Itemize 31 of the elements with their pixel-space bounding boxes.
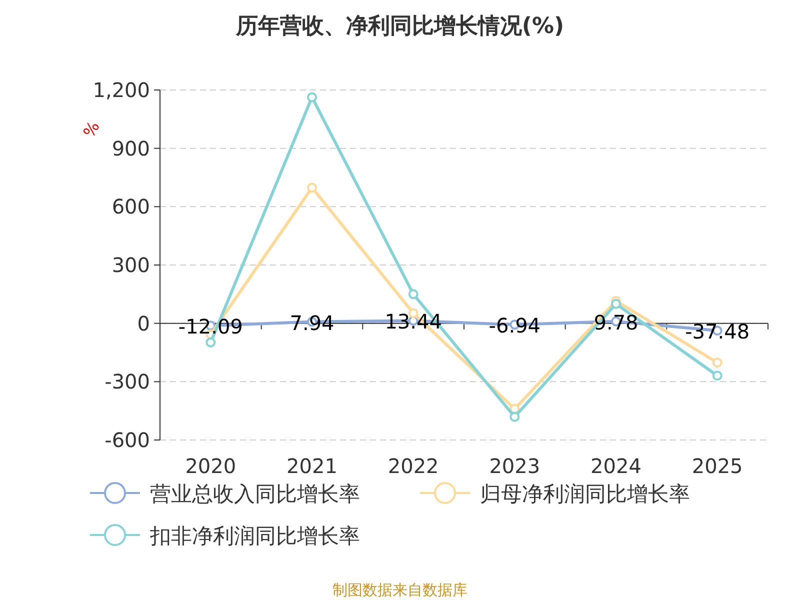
x-tick-label: 2020 (185, 454, 236, 478)
data-label: 9.78 (594, 310, 638, 334)
data-label: -6.94 (488, 314, 541, 338)
text: 制图数据来自数据库 (332, 581, 468, 599)
y-tick-label: -600 (104, 428, 150, 452)
y-axis-title: % (79, 118, 104, 141)
y-tick-label: 900 (112, 136, 150, 160)
legend-label: 营业总收入同比增长率 (150, 482, 360, 506)
data-label: -37.48 (685, 320, 750, 344)
x-tick-label: 2021 (286, 454, 338, 478)
point (611, 298, 621, 309)
point (510, 412, 520, 422)
x-tick-label: 2025 (692, 454, 743, 478)
legend-label: 扣非净利润同比增长率 (149, 524, 360, 548)
y-tick-label: 1,200 (92, 78, 150, 102)
point (206, 337, 216, 348)
data-label: 7.94 (290, 310, 334, 335)
y-tick-label: -300 (104, 370, 150, 394)
y-tick-label: 600 (112, 194, 150, 219)
point (408, 289, 418, 300)
x-tick-label: 2022 (388, 454, 439, 478)
point (307, 92, 317, 102)
point (712, 358, 722, 368)
legend-label: 归母净利润同比增长率 (480, 482, 690, 506)
y-tick-label: 0 (137, 311, 150, 336)
point (712, 370, 722, 381)
point (307, 182, 317, 193)
x-tick-label: 2023 (489, 454, 540, 478)
chart-title: 历年营收、净利同比增长情况(%) (234, 14, 564, 39)
x-tick-label: 2024 (590, 454, 642, 478)
y-tick-label: 300 (112, 253, 150, 277)
